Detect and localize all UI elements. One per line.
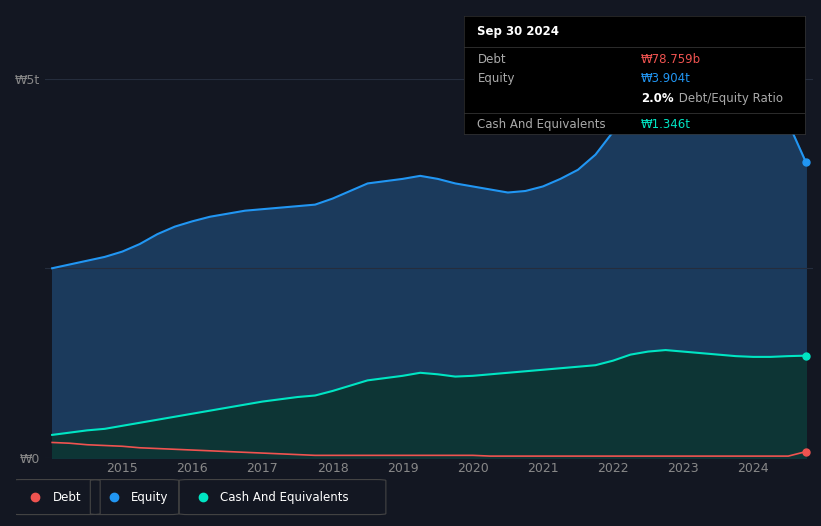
Text: ₩78.759b: ₩78.759b [641, 53, 701, 66]
Text: Sep 30 2024: Sep 30 2024 [478, 25, 559, 38]
Text: 2.0%: 2.0% [641, 92, 674, 105]
Text: Equity: Equity [131, 491, 168, 503]
Text: ₩1.346t: ₩1.346t [641, 118, 691, 131]
Text: Debt: Debt [478, 53, 506, 66]
Text: ₩3.904t: ₩3.904t [641, 72, 691, 85]
Text: Debt: Debt [53, 491, 81, 503]
Text: Equity: Equity [478, 72, 515, 85]
Text: Cash And Equivalents: Cash And Equivalents [220, 491, 348, 503]
Text: Cash And Equivalents: Cash And Equivalents [478, 118, 606, 131]
Text: Debt/Equity Ratio: Debt/Equity Ratio [675, 92, 783, 105]
